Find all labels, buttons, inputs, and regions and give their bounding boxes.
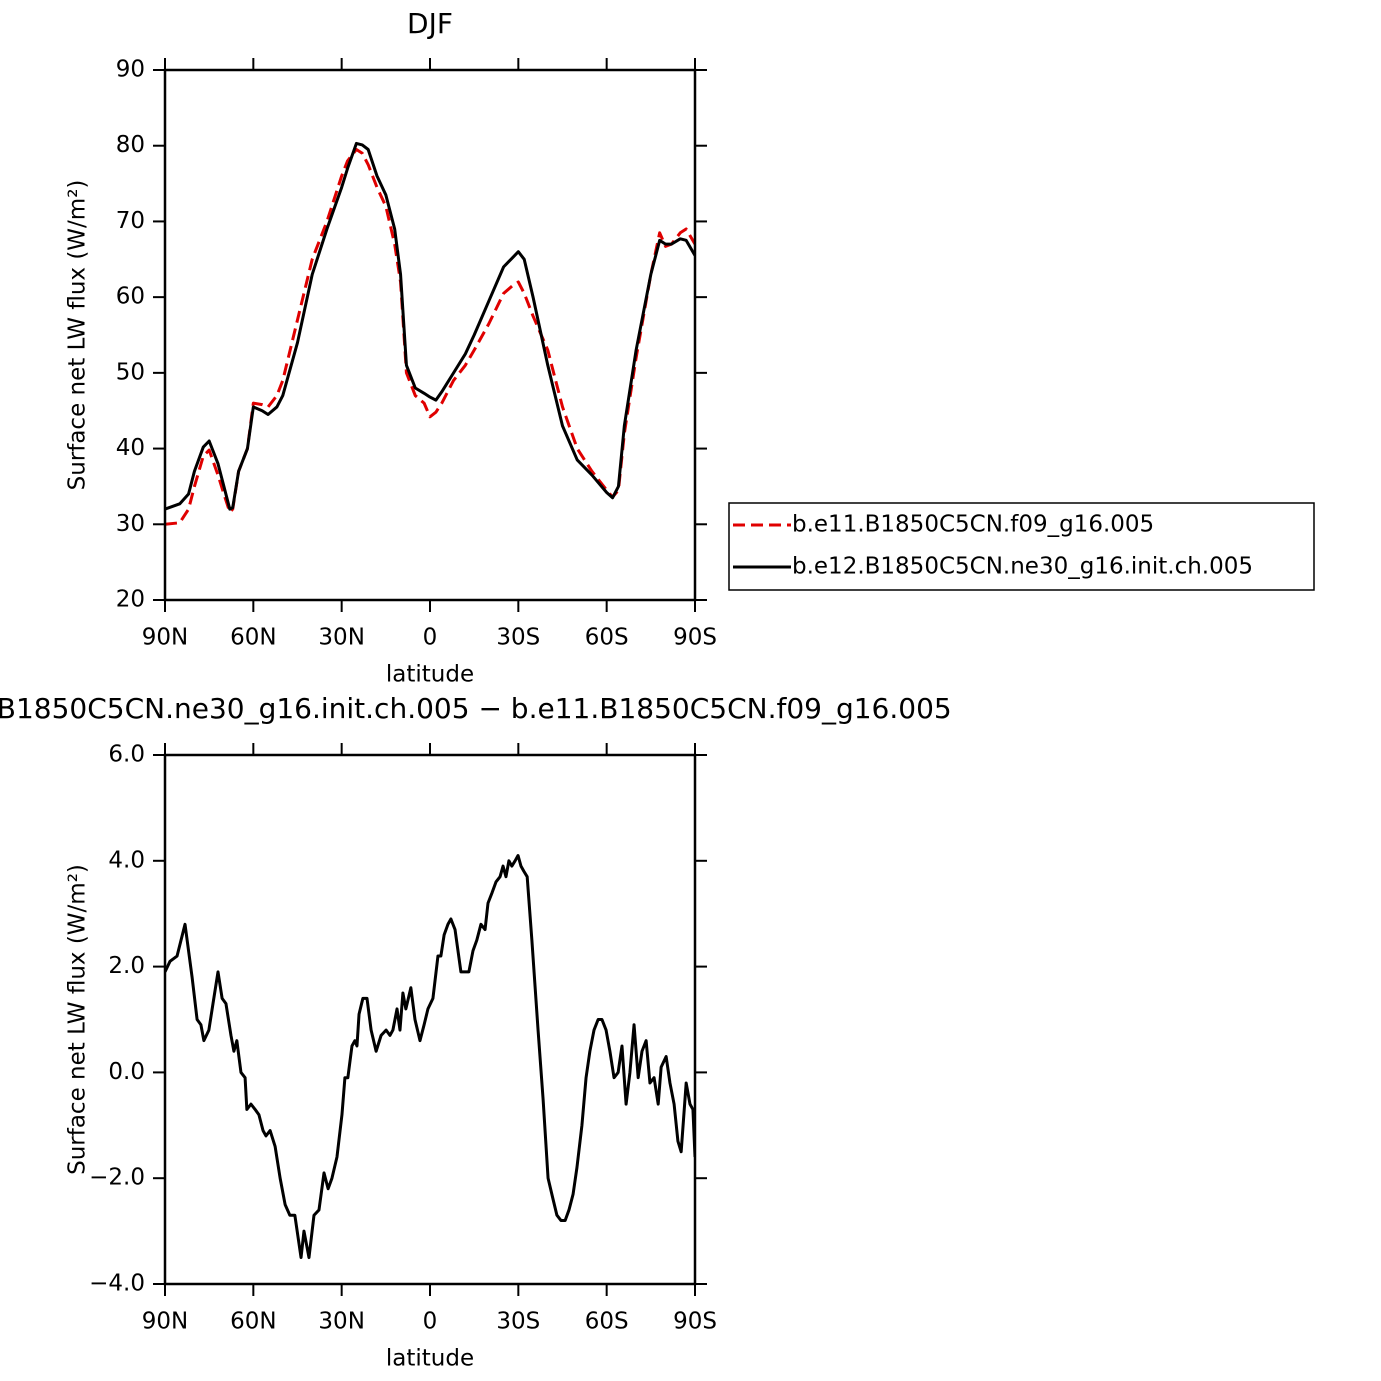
legend-label: b.e11.B1850C5CN.f09_g16.005 xyxy=(792,512,1154,538)
plot-frame xyxy=(163,68,697,602)
y-tick-label: 40 xyxy=(116,435,145,461)
plot-area xyxy=(165,854,695,1260)
y-tick-label: 70 xyxy=(116,208,145,234)
y-axis-label: Surface net LW flux (W/m²) xyxy=(65,180,91,491)
x-tick-label: 30S xyxy=(496,625,540,651)
x-tick-label: 30S xyxy=(496,1309,540,1335)
y-tick-label: 50 xyxy=(116,359,145,385)
legend-box xyxy=(728,502,1315,591)
y-tick-label: 2.0 xyxy=(108,953,145,979)
x-axis-label: latitude xyxy=(386,662,474,688)
x-tick-label: 0 xyxy=(423,625,438,651)
chart-title: b.e12.B1850C5CN.ne30_g16.init.ch.005 − b… xyxy=(0,692,952,725)
x-tick-label: 30N xyxy=(318,1309,364,1335)
y-tick-label: 80 xyxy=(116,132,145,158)
x-tick-label: 60N xyxy=(230,1309,276,1335)
y-tick-label: 6.0 xyxy=(108,742,145,768)
data-line xyxy=(165,141,695,511)
y-tick-label: 4.0 xyxy=(108,847,145,873)
y-tick-label: −2.0 xyxy=(89,1165,145,1191)
y-tick-label: 20 xyxy=(116,587,145,613)
data-line xyxy=(165,854,695,1260)
x-axis-label: latitude xyxy=(386,1346,474,1372)
y-tick-label: −4.0 xyxy=(89,1271,145,1297)
chart-title: DJF xyxy=(407,7,453,40)
y-tick-label: 60 xyxy=(116,284,145,310)
x-tick-label: 90N xyxy=(142,625,188,651)
y-tick-label: 30 xyxy=(116,511,145,537)
plot-frame xyxy=(163,753,697,1286)
y-axis-label: Surface net LW flux (W/m²) xyxy=(65,864,91,1175)
legend-label: b.e12.B1850C5CN.ne30_g16.init.ch.005 xyxy=(792,554,1253,580)
x-tick-label: 0 xyxy=(423,1309,438,1335)
x-tick-label: 90S xyxy=(673,1309,717,1335)
x-tick-label: 30N xyxy=(318,625,364,651)
x-tick-label: 60S xyxy=(585,1309,629,1335)
plot-area xyxy=(165,141,695,526)
y-tick-label: 0.0 xyxy=(108,1059,145,1085)
data-line xyxy=(165,148,695,526)
x-tick-label: 60S xyxy=(585,625,629,651)
x-tick-label: 90N xyxy=(142,1309,188,1335)
x-tick-label: 90S xyxy=(673,625,717,651)
x-tick-label: 60N xyxy=(230,625,276,651)
y-tick-label: 90 xyxy=(116,57,145,83)
